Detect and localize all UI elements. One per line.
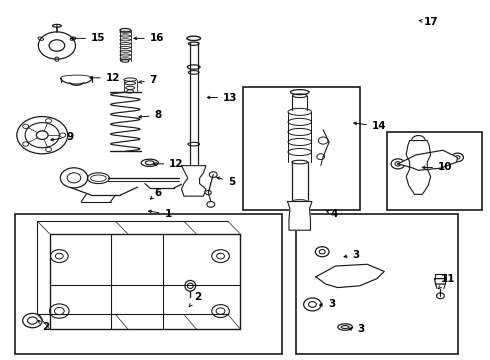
Text: 3: 3 [349,324,365,334]
Polygon shape [406,140,431,194]
Bar [15,214,282,354]
Text: 16: 16 [134,33,164,43]
Text: 15: 15 [71,33,105,43]
Text: 9: 9 [51,132,74,142]
Text: 1: 1 [148,209,172,219]
Text: 10: 10 [422,162,452,172]
Bar [296,214,458,354]
Text: 3: 3 [344,250,360,260]
Polygon shape [181,166,206,196]
Circle shape [209,172,217,177]
Text: 4: 4 [326,209,338,219]
Text: 8: 8 [139,111,162,121]
Text: 17: 17 [419,17,438,27]
Text: 13: 13 [207,93,238,103]
Text: 2: 2 [189,292,201,307]
Text: 3: 3 [319,299,335,309]
Text: 7: 7 [139,75,157,85]
Text: 11: 11 [439,274,455,289]
Polygon shape [398,150,458,170]
Text: 6: 6 [150,188,162,199]
Text: 12: 12 [153,159,184,169]
Text: 5: 5 [217,177,235,187]
Circle shape [207,202,215,207]
Text: 12: 12 [90,73,120,83]
Polygon shape [288,202,312,230]
Bar [243,87,360,211]
Bar [387,132,482,211]
Text: 2: 2 [38,320,49,332]
Circle shape [437,293,444,299]
Text: 14: 14 [354,121,387,131]
Polygon shape [316,264,384,288]
Circle shape [205,190,211,195]
